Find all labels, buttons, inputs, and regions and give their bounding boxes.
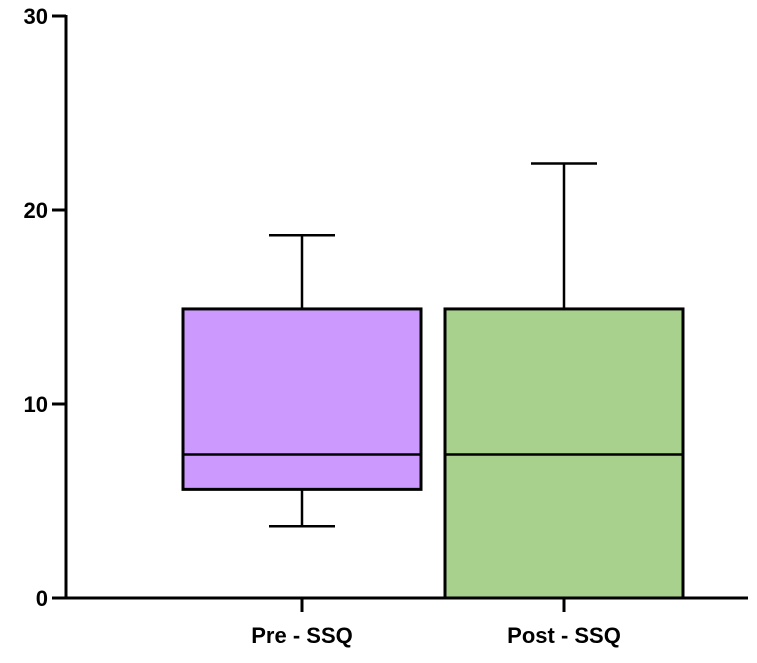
y-tick-label: 20 xyxy=(24,198,48,223)
y-tick-label: 0 xyxy=(36,586,48,611)
y-axis: 0 10 20 30 xyxy=(24,4,68,611)
x-category-label: Post - SSQ xyxy=(507,623,621,648)
box-group xyxy=(443,162,685,600)
x-axis: Pre - SSQ Post - SSQ xyxy=(66,596,748,648)
box-group xyxy=(181,233,423,528)
y-tick-label: 30 xyxy=(24,4,48,29)
iqr-box xyxy=(181,307,423,491)
boxes xyxy=(181,162,685,600)
y-tick-label: 10 xyxy=(24,392,48,417)
x-category-label: Pre - SSQ xyxy=(251,623,352,648)
